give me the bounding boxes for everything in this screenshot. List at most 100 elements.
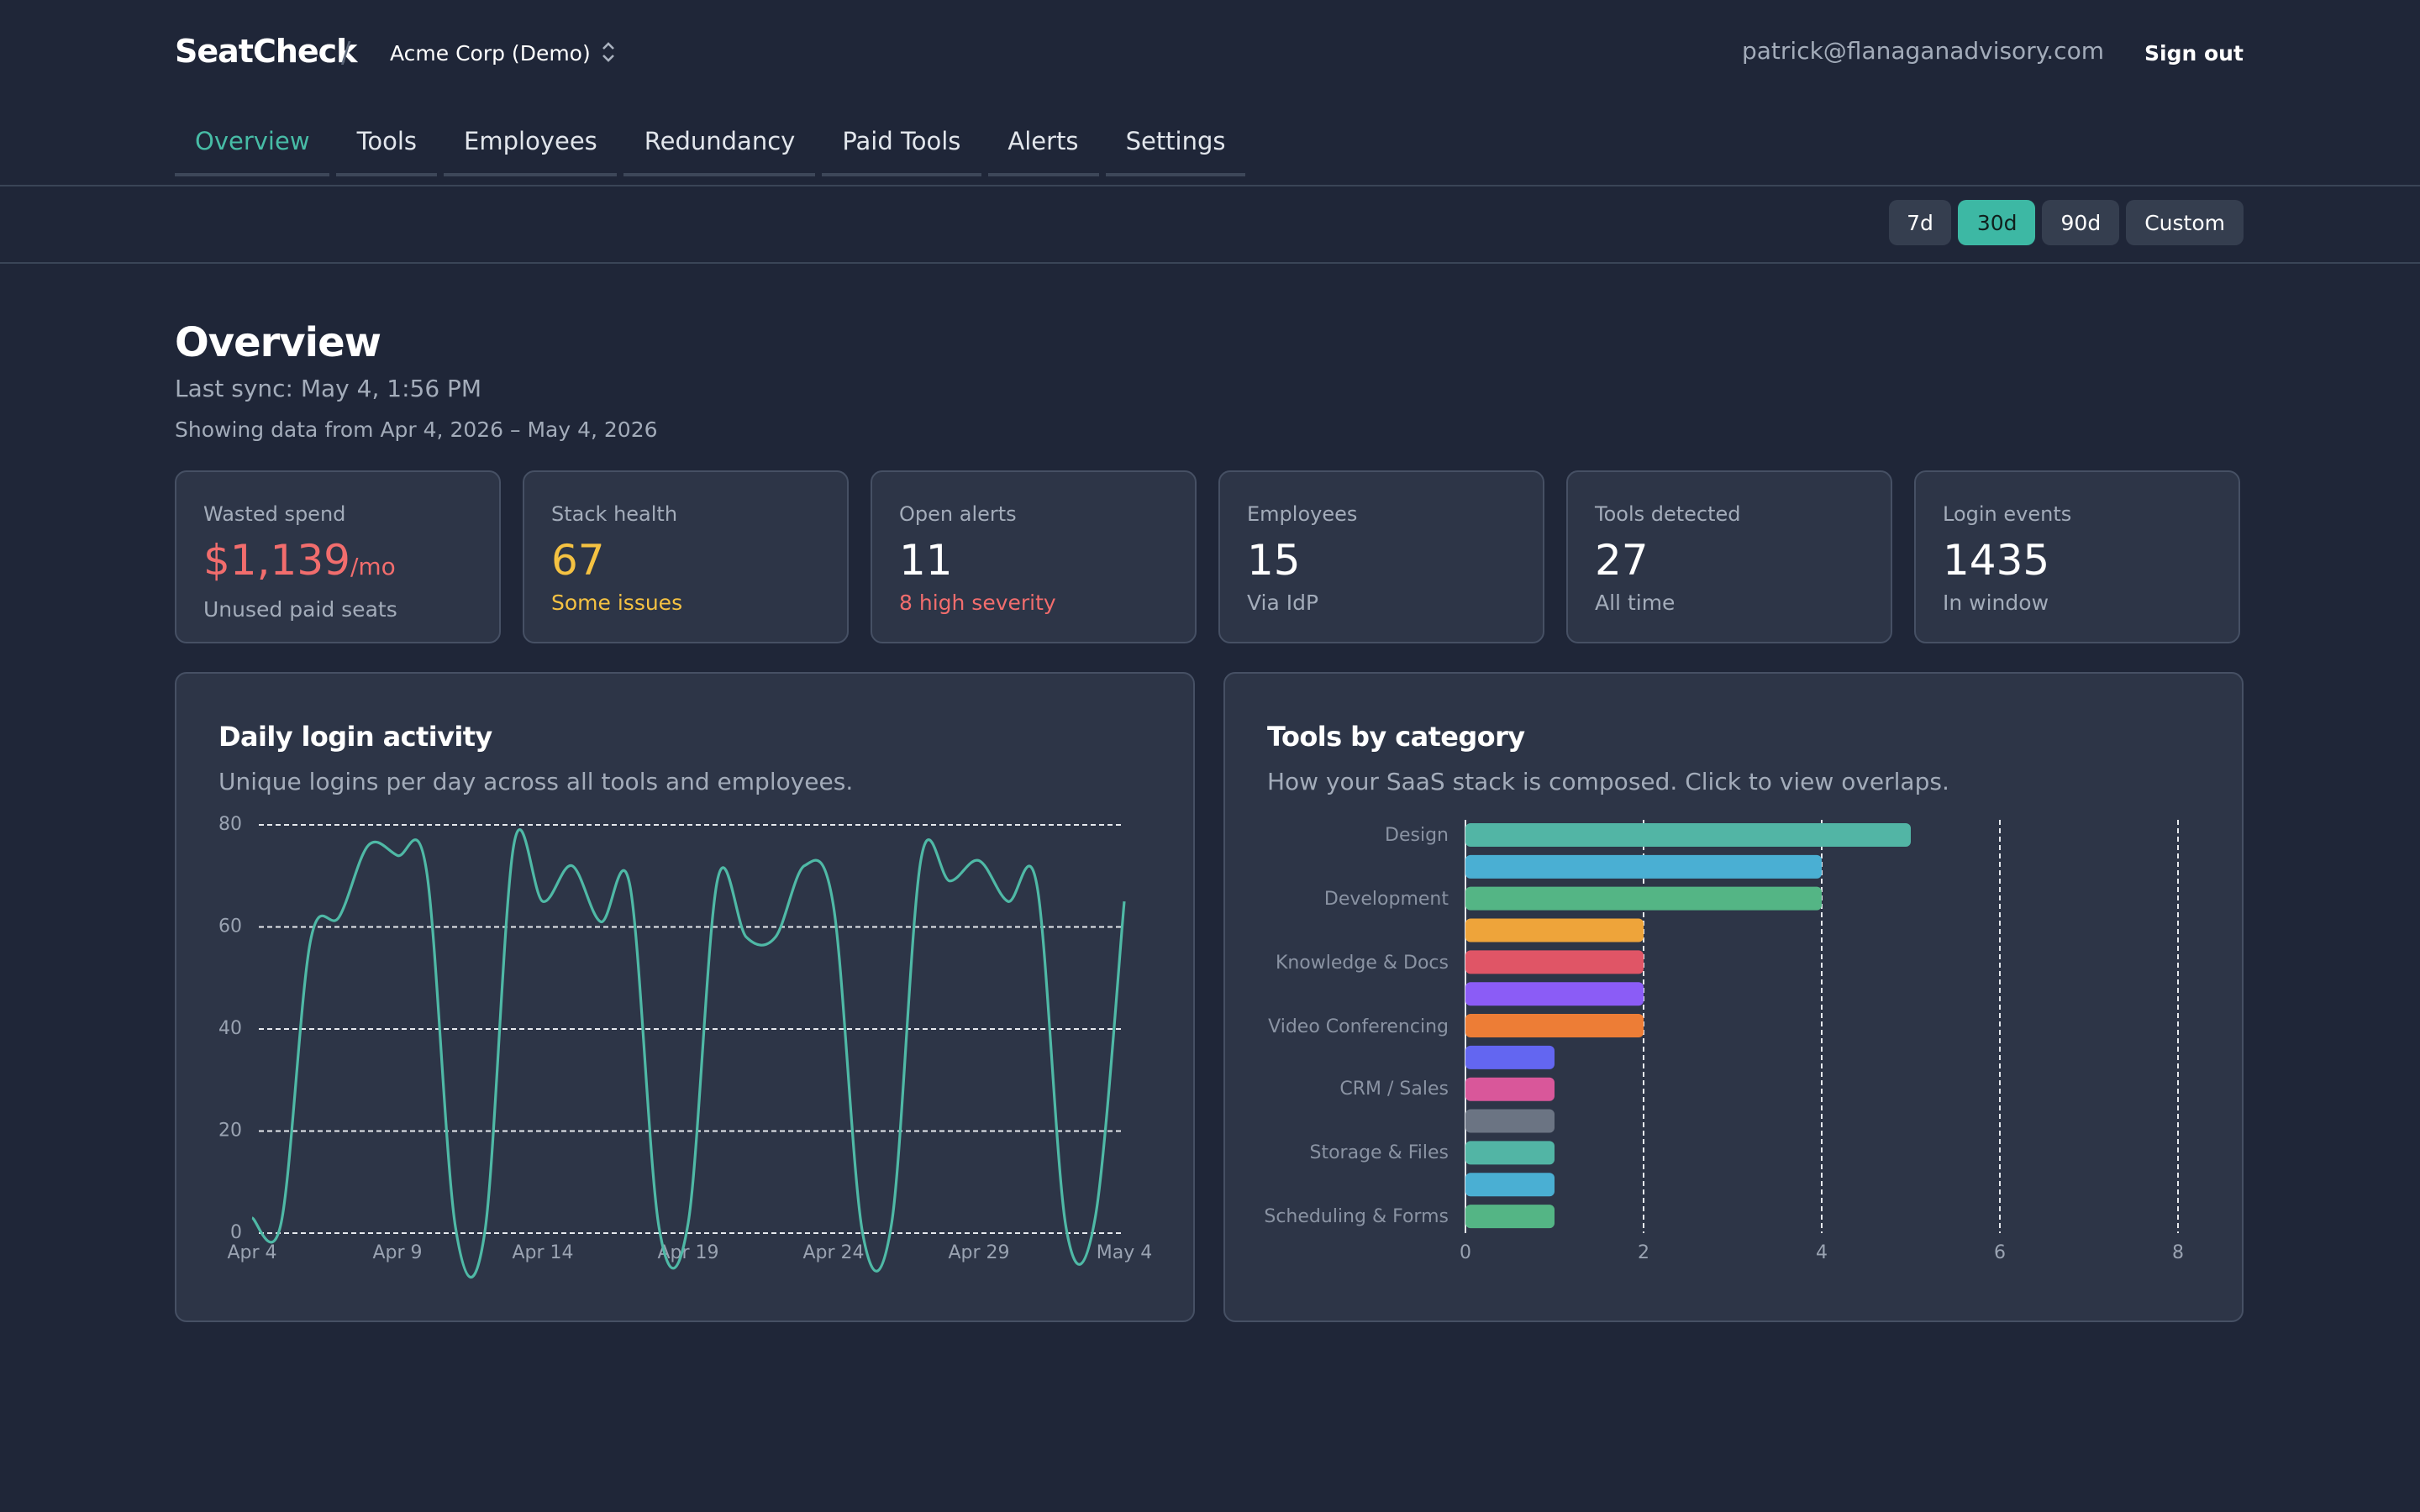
last-sync: Last sync: May 4, 1:56 PM xyxy=(175,376,482,403)
chart-panel: Daily login activity Unique logins per da… xyxy=(175,672,1195,1322)
stat-label: Wasted spend xyxy=(203,502,346,526)
stat-card: Tools detected 27 All time xyxy=(1566,470,1892,643)
bar[interactable] xyxy=(1465,1045,1555,1069)
stat-note: Unused paid seats xyxy=(203,596,397,622)
stat-value: 11 xyxy=(899,536,953,585)
range-button[interactable]: 30d xyxy=(1958,200,2036,245)
y-tick-label: 60 xyxy=(218,916,242,937)
bar[interactable] xyxy=(1465,854,1822,879)
stat-value-row: 27 xyxy=(1595,536,1864,586)
stat-note: Via IdP xyxy=(1247,590,1319,615)
stat-value-row: 15 xyxy=(1247,536,1516,586)
stat-note: Some issues xyxy=(551,590,683,615)
y-tick-label: Development xyxy=(1323,887,1449,910)
bar[interactable] xyxy=(1465,918,1644,942)
y-tick-label: Knowledge & Docs xyxy=(1275,951,1449,974)
tabs: Overview Tools Employees Redundancy Paid Too… xyxy=(175,124,1246,176)
x-tick-label: 6 xyxy=(1994,1242,2006,1263)
separator: / xyxy=(341,37,351,71)
stat-note: In window xyxy=(1943,590,2049,615)
bar[interactable] xyxy=(1465,982,1644,1006)
y-tick-label: 0 xyxy=(230,1222,242,1243)
y-tick-label: Video Conferencing xyxy=(1268,1015,1449,1037)
chart-subtitle: How your SaaS stack is composed. Click t… xyxy=(1267,769,1949,796)
chart-title: Tools by category xyxy=(1267,721,1525,753)
bar[interactable] xyxy=(1465,886,1822,911)
divider xyxy=(0,185,2420,186)
nav-tab[interactable]: Paid Tools xyxy=(822,124,981,176)
stat-value: 27 xyxy=(1595,536,1649,585)
range-selector: 7d 30d 90d Custom xyxy=(1888,200,2244,245)
chart-subtitle: Unique logins per day across all tools a… xyxy=(218,769,854,796)
bar[interactable] xyxy=(1465,1141,1555,1165)
x-tick-label: Apr 9 xyxy=(372,1242,422,1263)
bar[interactable] xyxy=(1465,1173,1555,1197)
bar[interactable] xyxy=(1465,1077,1555,1101)
stat-label: Stack health xyxy=(551,502,678,526)
stat-note: 8 high severity xyxy=(899,590,1056,615)
brand[interactable]: SeatCheck xyxy=(175,34,357,71)
bar[interactable] xyxy=(1465,950,1644,974)
range-button[interactable]: 90d xyxy=(2042,200,2120,245)
chart: 0 2 4 6 8 xyxy=(1460,820,2184,1263)
line-series xyxy=(250,827,1126,1279)
stat-card: Wasted spend $1,139/mo Unused paid seats xyxy=(175,470,501,643)
stat-value: 67 xyxy=(551,536,605,585)
stat-card: Stack health 67 Some issues xyxy=(523,470,849,643)
stat-label: Login events xyxy=(1943,502,2072,526)
range-button[interactable]: 7d xyxy=(1888,200,1952,245)
nav-tab[interactable]: Settings xyxy=(1105,124,1246,176)
bar[interactable] xyxy=(1465,1109,1555,1133)
x-tick-label: Apr 4 xyxy=(227,1242,276,1263)
stat-card: Employees 15 Via IdP xyxy=(1218,470,1544,643)
x-tick-label: Apr 29 xyxy=(948,1242,1009,1263)
range-button[interactable]: Custom xyxy=(2126,200,2244,245)
bar[interactable] xyxy=(1465,823,1911,847)
x-tick-label: 8 xyxy=(2172,1242,2184,1263)
nav-tab[interactable]: Overview xyxy=(175,124,330,176)
y-tick-label: Scheduling & Forms xyxy=(1264,1205,1449,1228)
stat-label: Tools detected xyxy=(1595,502,1741,526)
y-tick-label: Design xyxy=(1385,824,1449,846)
x-tick-label: 2 xyxy=(1638,1242,1649,1263)
nav-tab[interactable]: Tools xyxy=(336,124,438,176)
sign-out[interactable]: Sign out xyxy=(2144,40,2244,66)
stat-value-row: $1,139/mo xyxy=(203,536,472,593)
x-tick-label: Apr 14 xyxy=(512,1242,573,1263)
stat-label: Open alerts xyxy=(899,502,1017,526)
nav-tab[interactable]: Employees xyxy=(444,124,618,176)
stat-label: Employees xyxy=(1247,502,1358,526)
y-tick-label: 80 xyxy=(218,814,242,835)
chart-panel: Tools by category How your SaaS stack is … xyxy=(1223,672,2244,1322)
stat-card: Open alerts 11 8 high severity xyxy=(871,470,1197,643)
stat-card: Login events 1435 In window xyxy=(1914,470,2240,643)
x-tick-label: 4 xyxy=(1816,1242,1828,1263)
stat-value-row: 11 xyxy=(899,536,1168,586)
stat-value: 15 xyxy=(1247,536,1301,585)
user-email: patrick@flanaganadvisory.com xyxy=(1742,39,2104,66)
range-text: Showing data from Apr 4, 2026 – May 4, 2… xyxy=(175,417,658,442)
y-tick-label: 20 xyxy=(218,1121,242,1142)
x-tick-label: Apr 24 xyxy=(802,1242,864,1263)
chevron-icon xyxy=(602,42,615,62)
stat-value-row: 67 xyxy=(551,536,820,586)
org-name: Acme Corp (Demo) xyxy=(390,40,591,66)
nav-tab[interactable]: Alerts xyxy=(987,124,1099,176)
y-tick-label: 40 xyxy=(218,1018,242,1039)
y-tick-label: CRM / Sales xyxy=(1339,1078,1449,1100)
org-switcher[interactable]: Acme Corp (Demo) xyxy=(390,40,618,66)
y-tick-label: Storage & Files xyxy=(1309,1142,1449,1164)
stat-value-row: 1435 xyxy=(1943,536,2212,586)
stat-note: All time xyxy=(1595,590,1676,615)
stat-value: 1435 xyxy=(1943,536,2050,585)
x-tick-label: 0 xyxy=(1460,1242,1471,1263)
page-title: Overview xyxy=(175,319,381,366)
stat-unit: /mo xyxy=(350,554,396,581)
x-tick-label: May 4 xyxy=(1097,1242,1152,1263)
bar[interactable] xyxy=(1465,1014,1644,1038)
bar[interactable] xyxy=(1465,1205,1555,1229)
nav-tab[interactable]: Redundancy xyxy=(623,124,816,176)
